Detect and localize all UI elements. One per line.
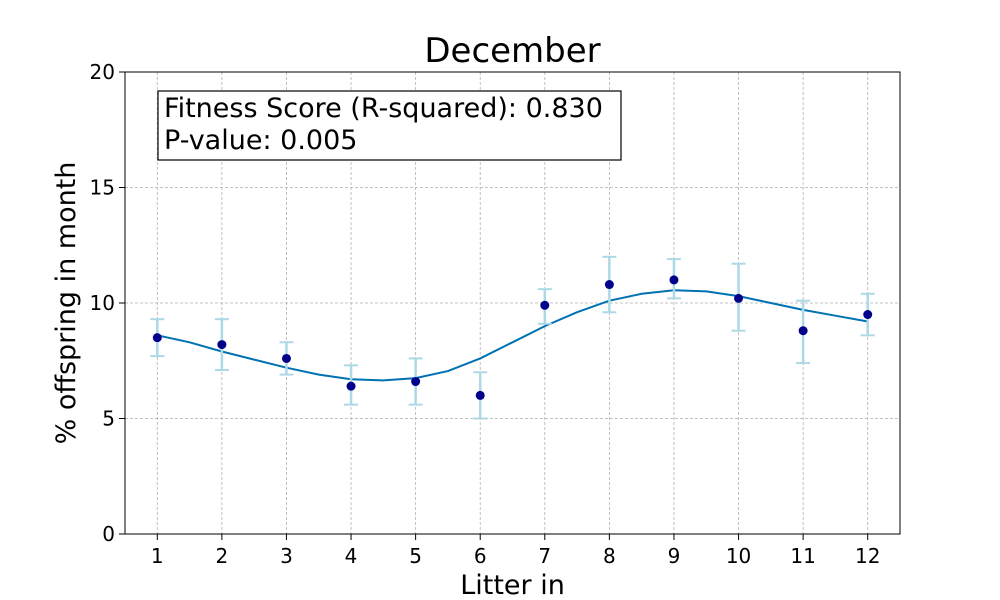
data-point <box>281 353 291 363</box>
x-tick-label: 11 <box>790 544 815 568</box>
x-tick-label: 3 <box>280 544 293 568</box>
data-point <box>863 310 873 320</box>
annotation-line-1: Fitness Score (R-squared): 0.830 <box>164 93 603 124</box>
x-tick-label: 10 <box>726 544 751 568</box>
error-bars-layer <box>150 255 875 420</box>
fit-line <box>157 289 868 382</box>
data-point <box>734 293 744 303</box>
data-point <box>152 333 162 343</box>
data-point <box>475 390 485 400</box>
y-tick-label: 0 <box>102 522 115 546</box>
y-tick-label: 10 <box>90 291 115 315</box>
data-point <box>346 381 356 391</box>
x-tick-label: 12 <box>855 544 880 568</box>
data-point <box>540 300 550 310</box>
points-layer <box>152 275 873 400</box>
x-tick-label: 9 <box>668 544 681 568</box>
data-point <box>411 377 421 387</box>
fit-line-layer <box>157 289 868 382</box>
data-point <box>217 340 227 350</box>
y-axis-label: % offspring in month <box>51 162 82 445</box>
x-axis-label: Litter in <box>460 570 565 600</box>
y-tick-label: 15 <box>90 176 115 200</box>
annotation-line-2: P-value: 0.005 <box>164 125 357 156</box>
data-point <box>604 280 614 290</box>
x-tick-label: 2 <box>216 544 229 568</box>
x-tick-label: 1 <box>151 544 164 568</box>
data-point <box>798 326 808 336</box>
data-point <box>669 275 679 285</box>
chart-title: December <box>424 31 600 71</box>
y-tick-label: 5 <box>102 407 115 431</box>
x-tick-label: 7 <box>538 544 551 568</box>
x-tick-label: 8 <box>603 544 616 568</box>
x-tick-label: 5 <box>409 544 422 568</box>
x-tick-label: 6 <box>474 544 487 568</box>
annotation-box: Fitness Score (R-squared): 0.830 P-value… <box>157 90 622 161</box>
y-tick-label: 20 <box>90 60 115 84</box>
x-tick-label: 4 <box>345 544 358 568</box>
